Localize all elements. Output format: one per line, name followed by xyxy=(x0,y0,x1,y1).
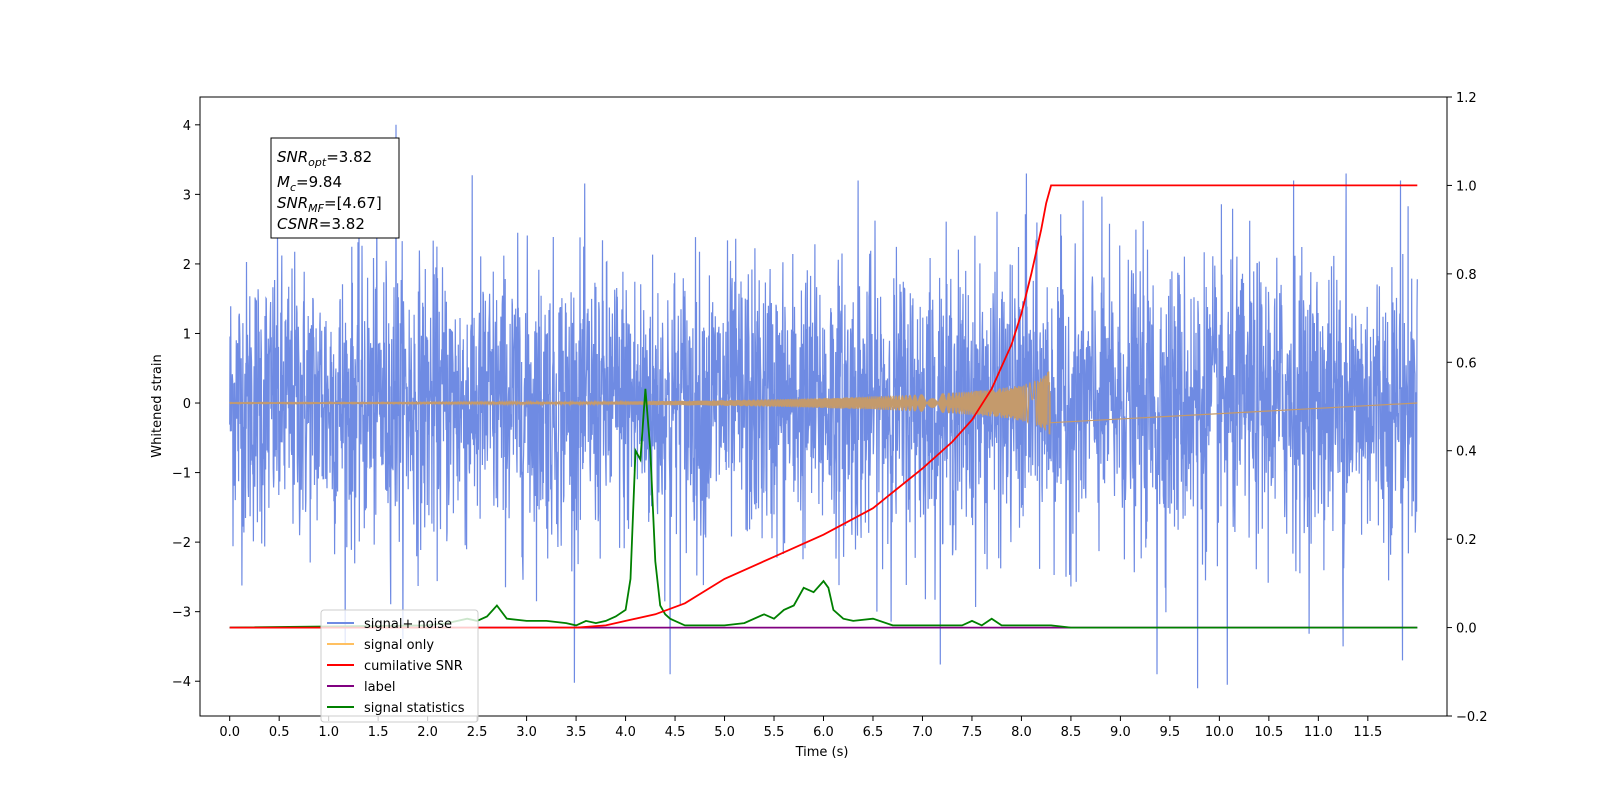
legend-label: signal statistics xyxy=(364,701,465,716)
x-tick-label: 1.0 xyxy=(318,725,339,740)
series-cumulative-snr xyxy=(229,184,1418,629)
x-tick-label: 10.0 xyxy=(1205,725,1234,740)
y-tick-label: 2 xyxy=(183,258,191,273)
x-tick-label: 8.0 xyxy=(1011,725,1032,740)
legend-label: signal+ noise xyxy=(364,617,452,632)
annotation-mc: Mc=9.84 xyxy=(277,173,342,194)
x-tick-label: 8.5 xyxy=(1061,725,1082,740)
x-tick-label: 9.5 xyxy=(1160,725,1181,740)
x-tick-label: 0.5 xyxy=(269,725,290,740)
y-tick-label: 1 xyxy=(183,327,191,342)
legend-label: signal only xyxy=(364,638,434,653)
axes-layer: 0.0 0.5 1.0 1.5 2.0 2.5 3.0 3.5 4.0 4.5 5.0 5.5 6.0 6… xyxy=(172,91,1488,740)
y-tick-label: −1 xyxy=(172,467,191,482)
annotation-frame xyxy=(270,137,400,239)
y-tick-label: 4 xyxy=(183,119,191,134)
annotation-snr-opt: SNRopt=3.82 xyxy=(277,148,372,169)
series-signal-only xyxy=(229,371,1418,435)
x-tick-label: 6.0 xyxy=(813,725,834,740)
series-signal-statistics xyxy=(229,388,1418,629)
legend: signal+ noise signal only cumilative SNR la… xyxy=(320,609,479,723)
y-tick-label: −3 xyxy=(172,606,191,621)
legend-label: label xyxy=(364,680,395,695)
legend-label: cumilative SNR xyxy=(364,659,463,674)
x-tick-label: 2.5 xyxy=(467,725,488,740)
annotation-snr-mf: SNRMF=[4.67] xyxy=(277,194,382,215)
y2-tick-label: 0.4 xyxy=(1456,445,1477,460)
y2-tick-label: 0.8 xyxy=(1456,268,1477,283)
x-tick-label: 11.0 xyxy=(1304,725,1333,740)
x-tick-label: 0.0 xyxy=(219,725,240,740)
x-tick-label: 9.0 xyxy=(1110,725,1131,740)
y2-tick-label: 0.6 xyxy=(1456,356,1477,371)
y2-tick-label: 0.0 xyxy=(1456,622,1477,637)
y-tick-label: −4 xyxy=(172,675,191,690)
y2-tick-label: 0.2 xyxy=(1456,533,1477,548)
x-tick-label: 4.5 xyxy=(665,725,686,740)
y-tick-label: −2 xyxy=(172,536,191,551)
y2-tick-label: −0.2 xyxy=(1456,710,1488,725)
x-tick-label: 2.0 xyxy=(417,725,438,740)
x-tick-label: 5.5 xyxy=(764,725,785,740)
annotation-csnr: CSNR=3.82 xyxy=(277,215,365,233)
y2-tick-label: 1.0 xyxy=(1456,179,1477,194)
x-tick-label: 4.0 xyxy=(615,725,636,740)
x-tick-label: 11.5 xyxy=(1353,725,1382,740)
x-tick-label: 7.5 xyxy=(962,725,983,740)
x-tick-label: 5.0 xyxy=(714,725,735,740)
series-layer xyxy=(229,124,1418,689)
x-tick-label: 6.5 xyxy=(863,725,884,740)
x-tick-label: 7.0 xyxy=(912,725,933,740)
x-tick-label: 1.5 xyxy=(368,725,389,740)
x-axis-label: Time (s) xyxy=(795,745,849,760)
y-tick-label: 0 xyxy=(183,397,191,412)
x-tick-label: 3.0 xyxy=(516,725,537,740)
y2-tick-label: 1.2 xyxy=(1456,91,1477,106)
y-axis-label: Whitened strain xyxy=(150,354,165,457)
x-tick-label: 10.5 xyxy=(1254,725,1283,740)
x-tick-label: 3.5 xyxy=(566,725,587,740)
series-signal-noise xyxy=(229,124,1418,689)
y-tick-label: 3 xyxy=(183,188,191,203)
annotation-box: SNRopt=3.82 Mc=9.84 SNRMF=[4.67] CSNR=3.… xyxy=(270,137,400,239)
legend-frame xyxy=(320,609,479,723)
